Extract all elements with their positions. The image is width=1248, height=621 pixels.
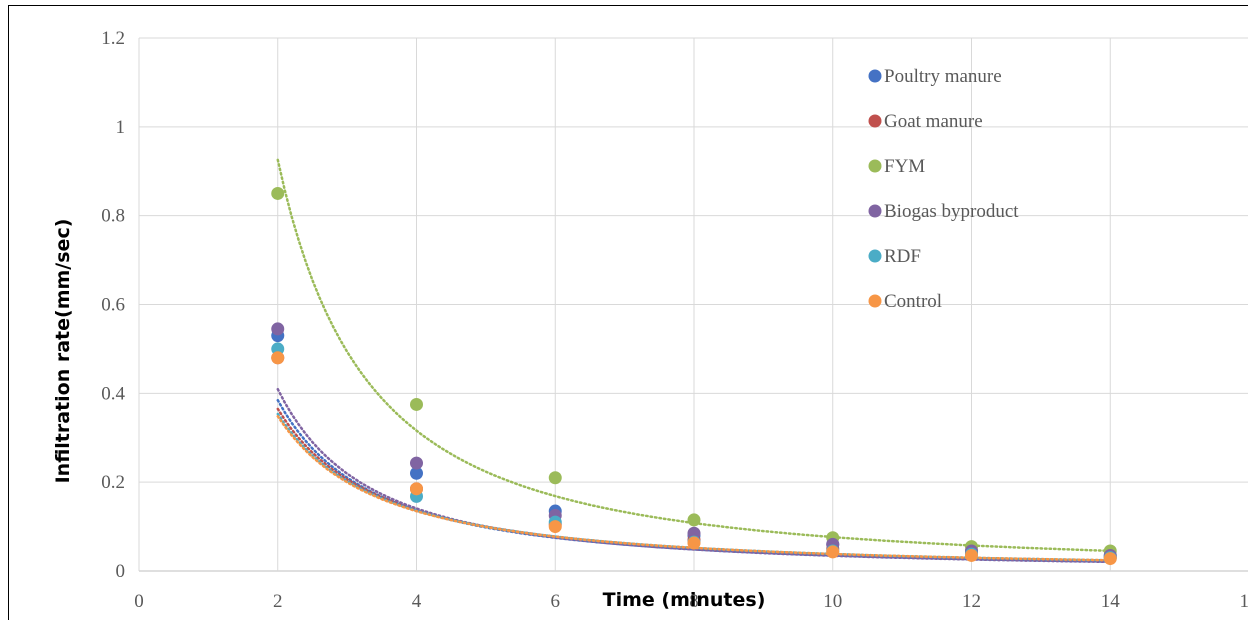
- legend: Poultry manure Goat manure FYM Biogas bypro…: [869, 66, 1020, 312]
- legend-marker: [869, 205, 882, 218]
- x-tick-label: 16: [1240, 591, 1248, 612]
- x-axis-title: Time (minutes): [603, 589, 766, 611]
- x-tick-label: 14: [1101, 591, 1121, 612]
- data-point: [271, 187, 284, 200]
- legend-marker: [869, 70, 882, 83]
- legend-marker: [869, 295, 882, 308]
- gridlines: [139, 38, 1248, 571]
- data-point: [271, 351, 284, 364]
- y-tick-label: 0.4: [101, 383, 125, 404]
- y-tick-label: 0.8: [101, 206, 125, 227]
- y-axis-title: Infiltration rate(mm/sec): [52, 219, 74, 484]
- legend-marker: [869, 250, 882, 263]
- data-point: [826, 545, 839, 558]
- x-tick-label: 0: [134, 591, 144, 612]
- legend-marker: [869, 160, 882, 173]
- y-tick-label: 1.2: [101, 28, 125, 49]
- legend-marker: [869, 115, 882, 128]
- data-point: [688, 537, 701, 550]
- y-tick-label: 0.2: [101, 472, 125, 493]
- chart-frame: 0246810121416 00.20.40.60.811.2 Poultry …: [8, 5, 1248, 620]
- data-point: [410, 398, 423, 411]
- data-point: [410, 457, 423, 470]
- chart: 0246810121416 00.20.40.60.811.2 Poultry …: [9, 6, 1248, 621]
- y-tick-label: 1: [116, 117, 126, 138]
- legend-label: Control: [884, 291, 942, 312]
- legend-label: Biogas byproduct: [884, 201, 1019, 222]
- y-tick-label: 0.6: [101, 295, 125, 316]
- legend-label: Goat manure: [884, 111, 983, 132]
- x-tick-label: 6: [551, 591, 561, 612]
- data-point: [688, 513, 701, 526]
- x-tick-label: 12: [962, 591, 981, 612]
- y-tick-label: 0: [116, 561, 126, 582]
- x-tick-label: 4: [412, 591, 422, 612]
- x-tick-label: 10: [823, 591, 842, 612]
- data-point: [271, 322, 284, 335]
- data-point: [410, 482, 423, 495]
- legend-label: Poultry manure: [884, 66, 1002, 87]
- data-point: [549, 471, 562, 484]
- data-point: [1104, 552, 1117, 565]
- legend-label: RDF: [884, 246, 921, 267]
- data-point: [549, 520, 562, 533]
- legend-label: FYM: [884, 156, 925, 177]
- data-point: [965, 549, 978, 562]
- y-tick-labels: 0 0.2 0.4 0.6 0.8 1 1.2: [101, 28, 125, 582]
- x-tick-label: 2: [273, 591, 283, 612]
